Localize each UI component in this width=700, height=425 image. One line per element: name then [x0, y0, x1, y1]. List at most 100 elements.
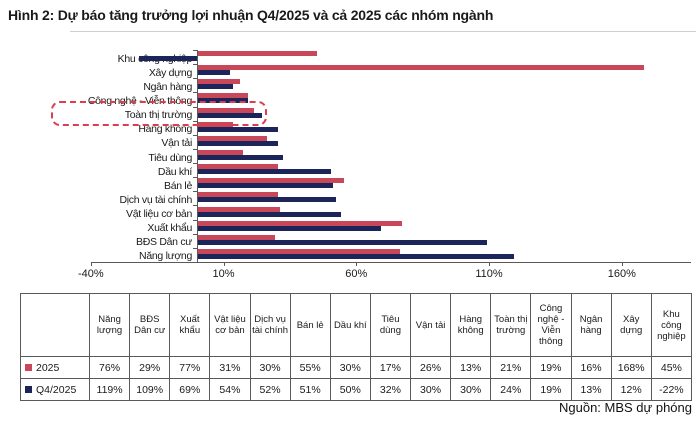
y-axis-tick [193, 163, 197, 165]
table-value-cell: -22% [650, 378, 693, 401]
category-label: Năng lượng [139, 250, 192, 263]
category-label: Dịch vụ tài chính [119, 193, 192, 206]
table-value-cell: 30% [249, 356, 291, 379]
table-value-cell: 69% [169, 378, 211, 401]
table-value-cell: 32% [369, 378, 412, 401]
bar-q4-2025 [198, 155, 283, 160]
legend-swatch-icon [25, 364, 32, 372]
x-axis-tick [489, 262, 491, 266]
bar-q4-2025 [198, 98, 249, 104]
y-axis-tick [193, 177, 197, 179]
bar-q4-2025 [198, 70, 230, 76]
bar-q4-2025 [198, 225, 382, 231]
table-column-header: Vận tải [409, 293, 452, 357]
table-value-cell: 119% [88, 378, 131, 401]
category-label: Bán lẻ [164, 179, 192, 192]
bar-2025 [198, 234, 275, 240]
table-value-cell: 76% [88, 356, 131, 379]
source-note: Nguồn: MBS dự phóng [558, 400, 692, 415]
table-value-cell: 30% [450, 378, 492, 401]
table-value-cell: 17% [369, 356, 412, 379]
category-label: Tiêu dùng [148, 151, 192, 164]
table-value-cell: 45% [650, 356, 693, 379]
series-legend-cell: Q4/2025 [20, 378, 90, 401]
bar-2025 [198, 135, 268, 141]
bar-2025 [198, 164, 278, 170]
table-value-cell: 52% [249, 378, 291, 401]
table-column-header: Dịch vụ tài chính [249, 293, 291, 357]
table-column-header: Xây dựng [610, 293, 652, 357]
bar-2025 [198, 93, 249, 99]
category-label: Xuất khẩu [147, 222, 192, 235]
x-axis-tick [223, 262, 225, 266]
bar-2025 [198, 192, 278, 198]
bar-2025 [198, 79, 241, 85]
y-axis-tick [193, 92, 197, 94]
table-header-row: Năng lượng BĐS Dân cư Xuất khẩu Vật liệu cơ… [20, 293, 693, 357]
table-value-cell: 30% [409, 378, 452, 401]
bar-q4-2025 [198, 197, 337, 203]
table-column-header: Toàn thị trường [490, 293, 532, 357]
table-column-header: Bán lẻ [289, 293, 331, 357]
bar-q4-2025 [198, 112, 262, 118]
y-axis-tick [193, 134, 197, 136]
bar-q4-2025 [198, 169, 331, 175]
table-column-header: Vật liệu cơ bản [209, 293, 251, 357]
data-table-header: Năng lượng BĐS Dân cư Xuất khẩu Vật liệu cơ… [20, 293, 693, 357]
bar-q4-2025 [138, 56, 197, 62]
category-label: BĐS Dân cư [136, 236, 192, 249]
y-axis-tick [193, 219, 197, 221]
y-axis-tick [193, 205, 197, 207]
highlight-dashed-box [51, 101, 267, 127]
table-value-cell: 24% [490, 378, 532, 401]
x-tick-label: 110% [475, 268, 503, 280]
bar-q4-2025 [198, 239, 488, 245]
table-value-cell: 12% [610, 378, 652, 401]
bar-2025 [198, 107, 254, 113]
bar-2025 [198, 206, 281, 212]
table-row: 2025 76% 29% 77% 31% 30% 55% 30% 17% 26% 13% 21% 19%… [20, 356, 693, 379]
table-value-cell: 19% [530, 356, 572, 379]
category-label: Vật liệu cơ bản [125, 208, 192, 221]
y-axis-tick [193, 191, 197, 193]
table-value-cell: 109% [129, 378, 171, 401]
table-column-header: Dầu khí [329, 293, 371, 357]
bar-q4-2025 [198, 183, 334, 189]
bar-2025 [198, 178, 345, 184]
bar-q4-2025 [198, 211, 342, 217]
table-value-cell: 16% [570, 356, 612, 379]
data-table-body: 2025 76% 29% 77% 31% 30% 55% 30% 17% 26% 13% 21% 19%… [20, 356, 693, 401]
x-axis-tick [621, 262, 623, 266]
table-value-cell: 29% [129, 356, 171, 379]
y-axis-tick [193, 233, 197, 235]
title-divider [70, 31, 696, 32]
table-value-cell: 50% [329, 378, 371, 401]
figure-title: Hình 2: Dự báo tăng trưởng lợi nhuận Q4/… [8, 7, 494, 23]
table-value-cell: 21% [490, 356, 532, 379]
table-column-header: Khu công nghiệp [650, 293, 693, 357]
category-label: Vận tải [161, 137, 192, 150]
table-row: Q4/2025 119% 109% 69% 54% 52% 51% 50% 32% 30% 30% 2… [20, 378, 693, 401]
bar-q4-2025 [198, 84, 233, 90]
data-table: Năng lượng BĐS Dân cư Xuất khẩu Vật liệu cơ… [20, 293, 693, 401]
x-tick-label: -40% [77, 268, 104, 280]
bar-2025 [198, 51, 318, 57]
table-value-cell: 31% [209, 356, 251, 379]
bar-q4-2025 [198, 126, 278, 132]
table-value-cell: 51% [289, 378, 331, 401]
table-column-header: BĐS Dân cư [129, 293, 171, 357]
y-axis-tick [193, 78, 197, 80]
table-value-cell: 26% [409, 356, 452, 379]
category-label: Hàng không [138, 123, 192, 136]
bar-2025 [198, 65, 645, 71]
table-value-cell: 19% [530, 378, 572, 401]
x-axis-tick [90, 262, 92, 266]
y-axis-tick [193, 106, 197, 108]
x-tick-label: 60% [345, 268, 368, 280]
table-value-cell: 77% [169, 356, 211, 379]
y-axis-tick [193, 120, 197, 122]
y-axis-tick [193, 148, 197, 150]
y-axis-tick [193, 247, 197, 249]
x-tick-label: 10% [212, 268, 235, 280]
